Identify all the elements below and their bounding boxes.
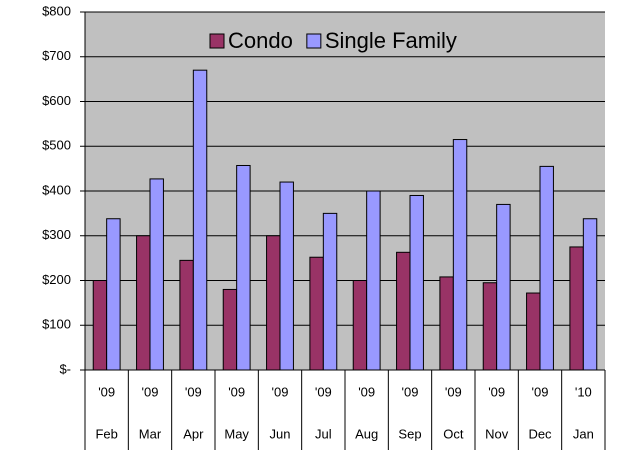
y-tick-label: $200 — [42, 272, 71, 287]
y-tick-label: $500 — [42, 138, 71, 153]
bar — [582, 218, 598, 371]
x-tick-label: May — [224, 426, 249, 441]
bar — [539, 165, 554, 371]
bar — [569, 246, 584, 371]
x-tick-year: '09 — [98, 384, 115, 399]
x-tick-year: '09 — [402, 384, 419, 399]
y-tick-label: $600 — [42, 93, 71, 108]
legend-swatch — [209, 33, 225, 49]
bar — [266, 235, 281, 371]
y-tick-label: $300 — [42, 227, 71, 242]
y-tick-label: $800 — [42, 3, 71, 18]
bar — [136, 235, 151, 371]
x-tick-label: Jan — [573, 426, 594, 441]
bar — [396, 251, 411, 371]
x-tick-label: Dec — [528, 426, 552, 441]
bar — [106, 218, 121, 371]
bar — [279, 181, 294, 371]
x-tick-year: '10 — [575, 384, 592, 399]
x-tick-label: Aug — [355, 426, 378, 441]
x-tick-label: Mar — [139, 426, 162, 441]
y-tick-label: $100 — [42, 317, 71, 332]
y-tick-label: $400 — [42, 182, 71, 197]
bar — [452, 139, 468, 371]
legend: Condo Single Family — [209, 28, 457, 53]
bar — [496, 203, 511, 371]
bar — [309, 256, 324, 371]
bar — [439, 276, 454, 371]
bar — [409, 194, 424, 371]
x-tick-year: '09 — [445, 384, 462, 399]
x-tick-year: '09 — [272, 384, 289, 399]
bar — [526, 292, 541, 371]
bar — [192, 69, 208, 371]
x-tick-year: '09 — [142, 384, 159, 399]
bar — [322, 212, 338, 371]
x-tick-year: '09 — [315, 384, 332, 399]
x-tick-label: Jul — [315, 426, 332, 441]
x-tick-year: '09 — [228, 384, 245, 399]
legend-label: Single Family — [325, 28, 457, 53]
x-tick-year: '09 — [532, 384, 549, 399]
bar — [222, 288, 238, 371]
bar — [92, 280, 108, 371]
x-tick-year: '09 — [488, 384, 505, 399]
y-tick-label: $700 — [42, 48, 71, 63]
bar — [149, 178, 164, 371]
x-tick-label: Apr — [183, 426, 204, 441]
x-tick-year: '09 — [358, 384, 375, 399]
x-tick-label: Sep — [398, 426, 421, 441]
bar — [236, 164, 251, 371]
x-tick-label: Jun — [270, 426, 291, 441]
bar — [366, 190, 381, 371]
x-tick-year: '09 — [185, 384, 202, 399]
bar — [352, 280, 368, 371]
bar — [179, 259, 194, 371]
bar — [482, 282, 498, 371]
x-tick-label: Feb — [95, 426, 117, 441]
legend-swatch — [306, 33, 322, 49]
x-tick-label: Nov — [485, 426, 509, 441]
legend-label: Condo — [228, 28, 293, 53]
x-tick-label: Oct — [443, 426, 464, 441]
y-tick-label: $- — [59, 361, 71, 376]
